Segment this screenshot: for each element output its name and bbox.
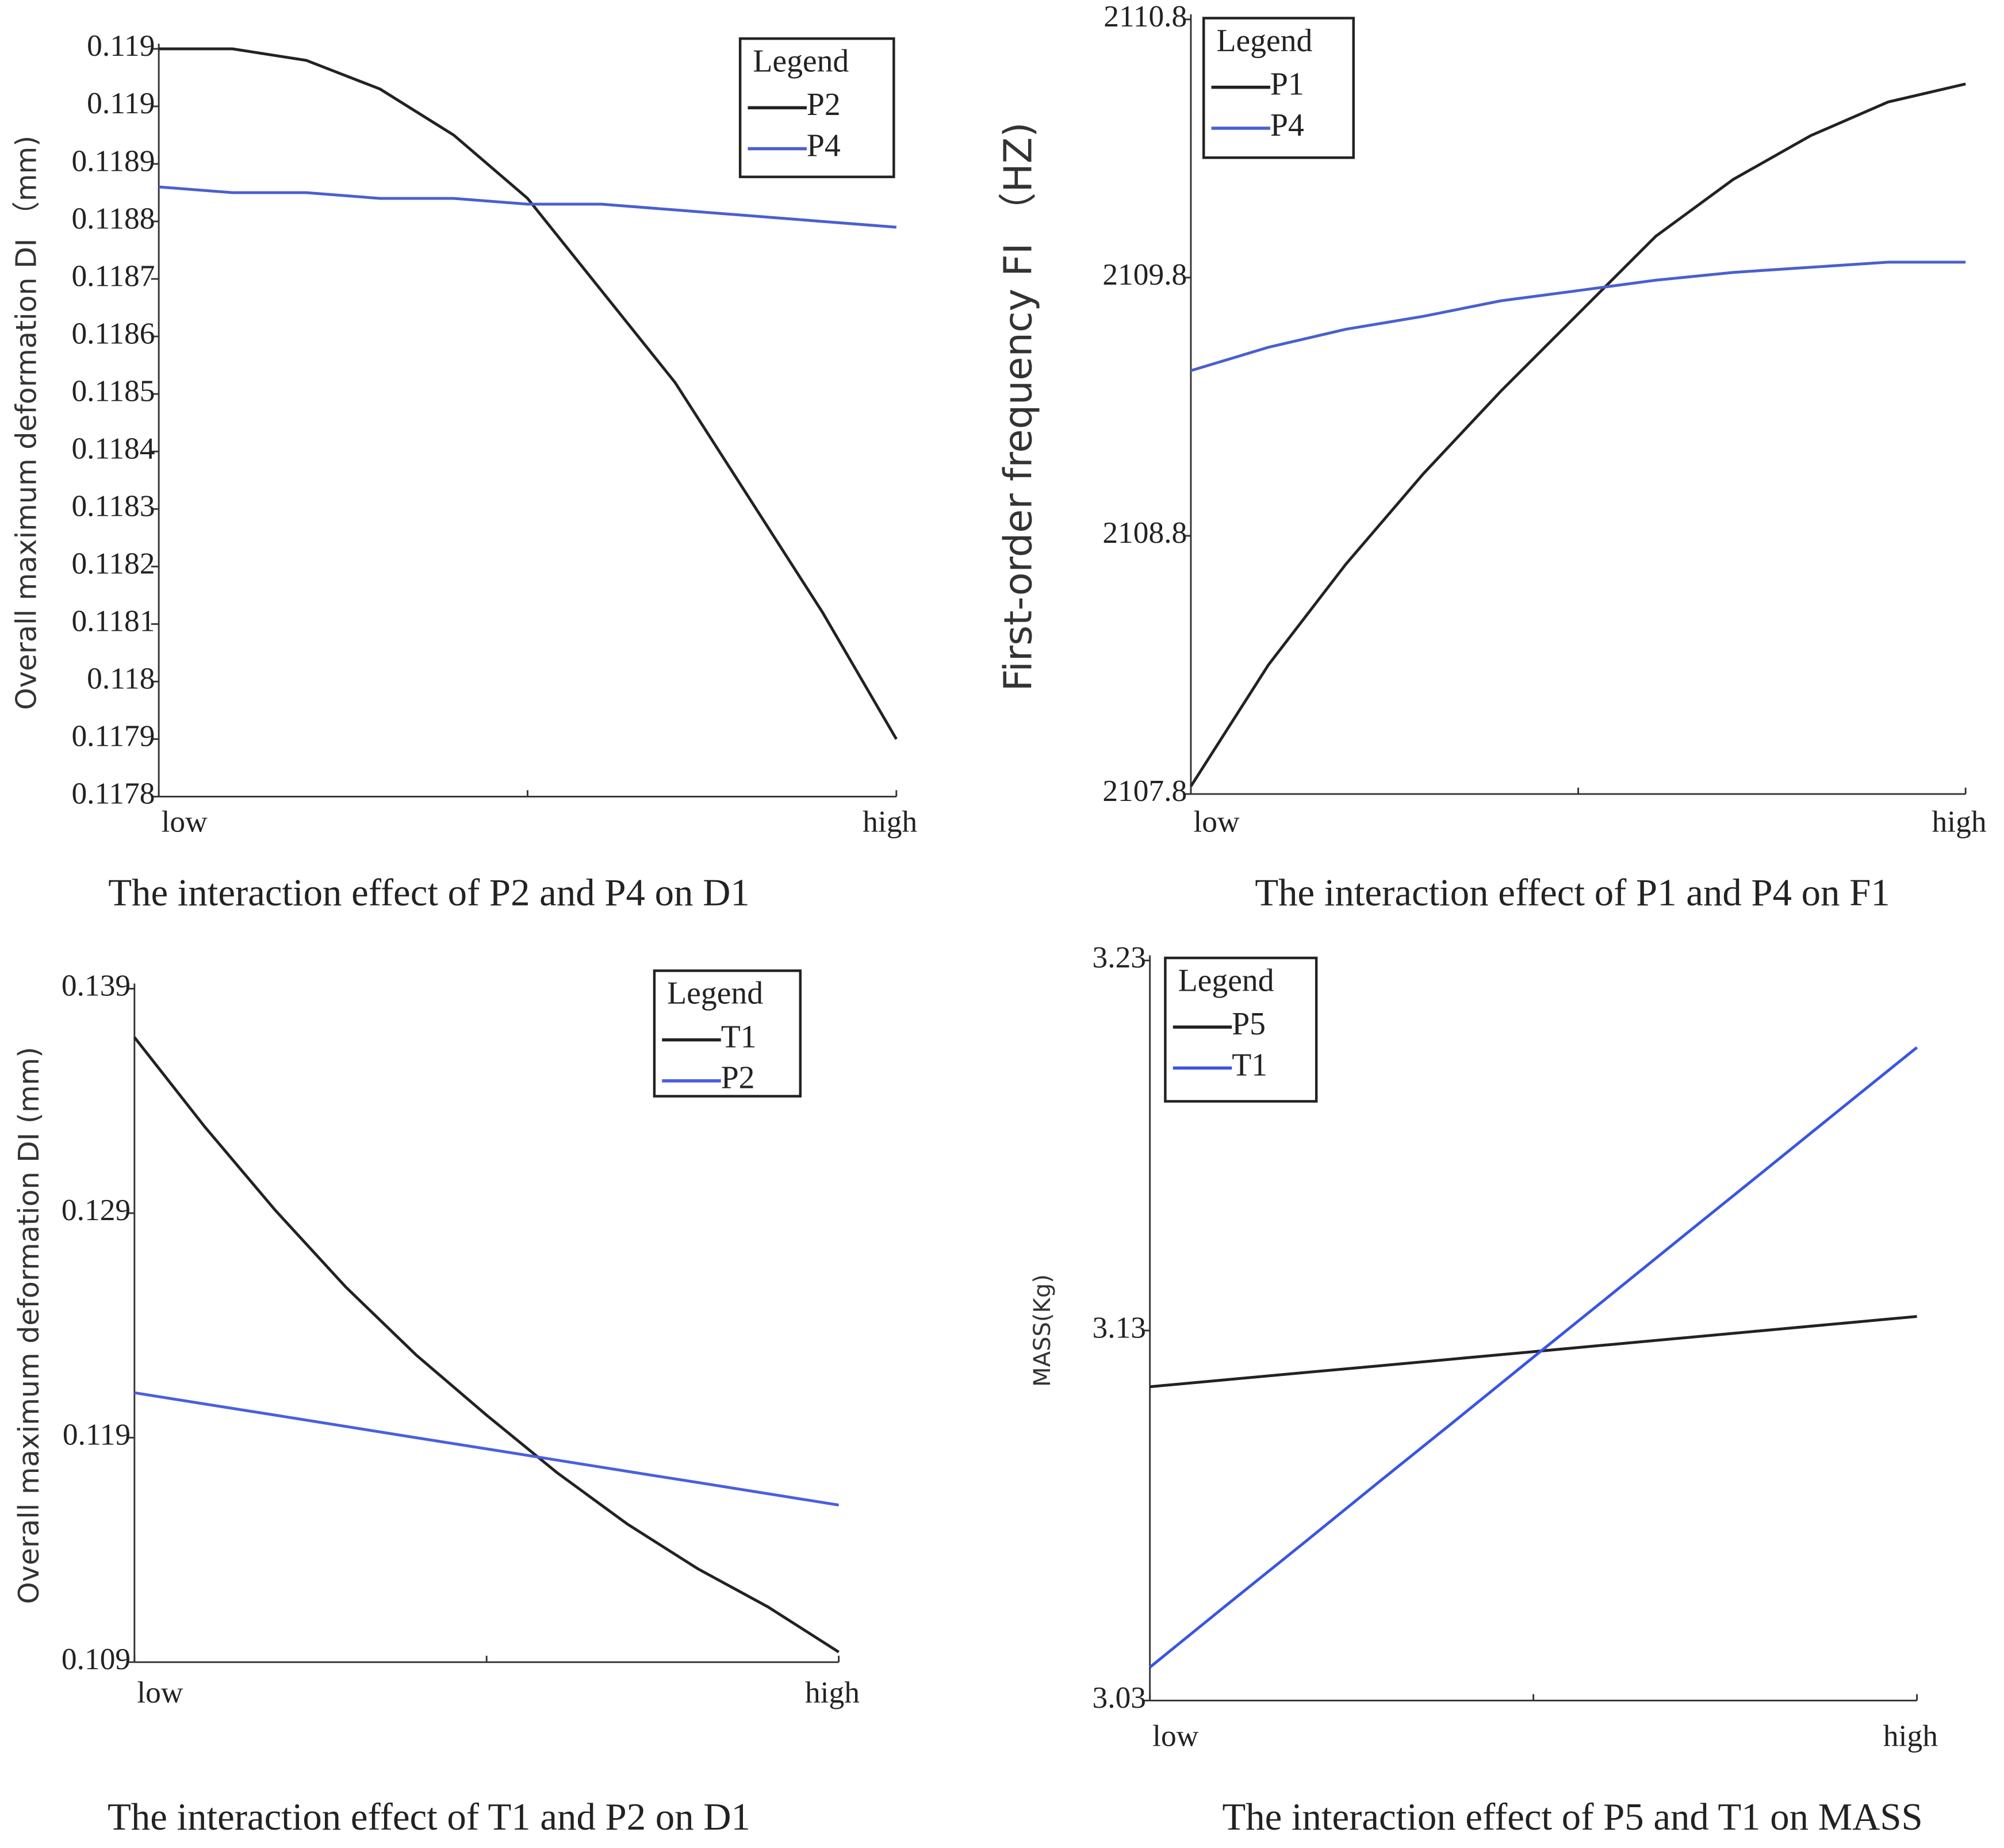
caption: The interaction effect of P1 and P4 on F… (1255, 871, 1890, 914)
caption: The interaction effect of P2 and P4 on D… (108, 871, 749, 914)
series-line (1190, 260, 1966, 372)
legend-box (1202, 17, 1355, 159)
x-tick-label: low (137, 1675, 183, 1709)
y-tick-label: 2110.8 (1103, 0, 1187, 33)
y-tick-label: 0.1185 (71, 373, 155, 408)
y-tick-label: 2108.8 (1102, 515, 1187, 550)
x-tick-label: high (805, 1675, 860, 1709)
caption: The interaction effect of T1 and P2 on D… (108, 1796, 750, 1838)
x-tick-label: low (1152, 1719, 1199, 1753)
y-tick-label: 3.13 (1093, 1310, 1147, 1344)
y-tick-label: 0.1182 (71, 546, 155, 581)
legend-label: P2 (721, 1060, 755, 1096)
legend-title: Legend (1216, 23, 1312, 59)
y-tick-label: 0.109 (62, 1642, 131, 1676)
y-tick-label: 3.03 (1093, 1680, 1147, 1715)
y-tick-label: 2109.8 (1102, 257, 1187, 292)
legend-box (653, 969, 802, 1098)
series-line (159, 47, 898, 740)
y-axis-label: First-order frequency FI （HZ) (995, 122, 1040, 691)
legend-label: P4 (1270, 108, 1304, 143)
y-tick-label: 0.1189 (71, 143, 155, 178)
x-tick-label: low (162, 804, 208, 839)
y-tick-label: 0.1181 (71, 604, 155, 638)
series-line (158, 185, 896, 229)
legend-label: T1 (1232, 1047, 1267, 1083)
legend-label: P1 (1270, 67, 1304, 102)
legend-label: T1 (721, 1019, 757, 1055)
legend-label: P2 (807, 87, 841, 122)
y-tick-label: 3.23 (1093, 940, 1147, 975)
y-tick-label: 2107.8 (1102, 773, 1187, 808)
caption: The interaction effect of P5 and T1 on M… (1222, 1796, 1922, 1838)
y-axis-label: MASS(Kg) (1029, 1274, 1056, 1387)
y-tick-label: 0.1184 (71, 431, 155, 465)
y-tick-label: 0.1179 (71, 719, 155, 753)
y-tick-label: 0.119 (87, 28, 155, 63)
series-line (1149, 1315, 1917, 1389)
y-tick-label: 0.1187 (71, 258, 155, 293)
legend-label: P4 (807, 128, 841, 163)
legend-box (1164, 956, 1318, 1103)
series-line (1189, 82, 1966, 787)
series-line (134, 1391, 839, 1506)
legend-title: Legend (1178, 963, 1274, 998)
series-line (1149, 1046, 1918, 1669)
y-tick-label: 0.119 (87, 86, 155, 120)
series-line (133, 1036, 840, 1654)
y-axis-label: Overall maximum deformation DI (mm) (13, 1046, 45, 1604)
legend-title: Legend (667, 976, 763, 1011)
y-tick-label: 0.139 (62, 968, 131, 1003)
y-tick-label: 0.129 (62, 1193, 131, 1227)
y-tick-label: 0.118 (87, 661, 155, 696)
legend-label: P5 (1232, 1006, 1266, 1042)
y-tick-label: 0.1186 (71, 316, 155, 350)
y-tick-label: 0.1188 (71, 201, 155, 235)
x-tick-label: low (1193, 804, 1240, 839)
y-tick-label: 0.119 (63, 1417, 131, 1452)
y-tick-label: 0.1183 (71, 489, 155, 523)
x-tick-label: high (1883, 1719, 1938, 1753)
legend-title: Legend (753, 43, 849, 79)
x-tick-label: high (1932, 804, 1987, 839)
y-tick-label: 0.1178 (71, 776, 155, 811)
y-axis-label: Overall maximum deformation DI （mm) (10, 136, 43, 710)
x-tick-label: high (863, 804, 917, 839)
